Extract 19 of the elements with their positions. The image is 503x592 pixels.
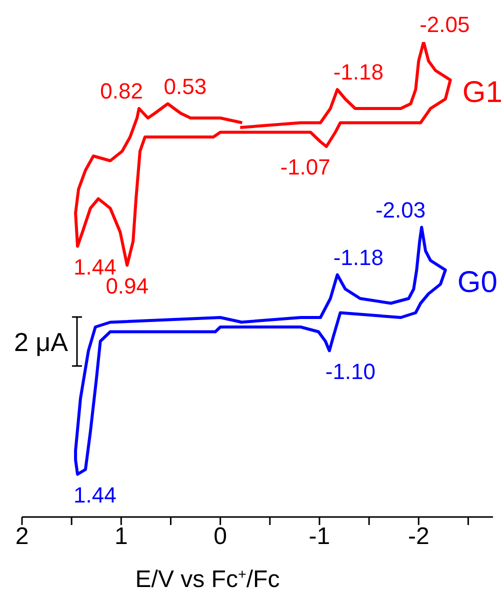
x-tick-label: -1 xyxy=(308,523,330,550)
annotation: -1.18 xyxy=(333,244,384,270)
series-label: G1 xyxy=(462,76,502,109)
annotation: 2 μA xyxy=(14,327,69,357)
annotation: -2.05 xyxy=(420,12,470,37)
series-label: G0 xyxy=(457,266,498,299)
annotation: 0.82 xyxy=(100,78,144,104)
annotation: -1.10 xyxy=(325,358,376,384)
x-tick-label: -2 xyxy=(408,523,430,550)
x-tick-label: 1 xyxy=(114,523,128,550)
x-tick-label: 0 xyxy=(214,523,227,550)
annotation: -1.07 xyxy=(280,154,330,180)
annotation: 0.53 xyxy=(164,74,207,99)
annotation: -1.18 xyxy=(333,60,384,84)
scale-bar: 2 μA xyxy=(10,314,85,370)
x-axis-title: E/V vs Fc$^{+}$/Fc xyxy=(135,566,280,592)
x-tick-label: 2 xyxy=(15,523,29,550)
annotation: 1.44 xyxy=(74,482,116,508)
annotation: -2.03 xyxy=(375,197,426,222)
